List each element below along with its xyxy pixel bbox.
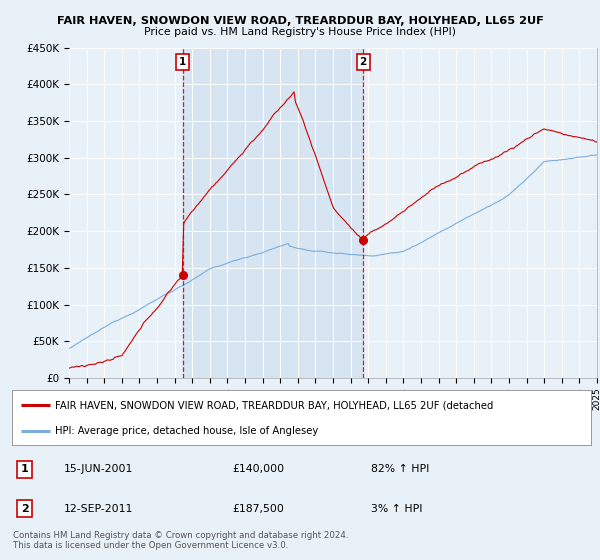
Text: Contains HM Land Registry data © Crown copyright and database right 2024.
This d: Contains HM Land Registry data © Crown c… [13, 531, 349, 550]
Text: 3% ↑ HPI: 3% ↑ HPI [371, 503, 422, 514]
Text: FAIR HAVEN, SNOWDON VIEW ROAD, TREARDDUR BAY, HOLYHEAD, LL65 2UF (detached: FAIR HAVEN, SNOWDON VIEW ROAD, TREARDDUR… [55, 400, 494, 410]
Text: 12-SEP-2011: 12-SEP-2011 [64, 503, 133, 514]
Text: £187,500: £187,500 [232, 503, 284, 514]
Text: 2: 2 [359, 57, 367, 67]
Text: 1: 1 [21, 464, 29, 474]
Text: 82% ↑ HPI: 82% ↑ HPI [371, 464, 430, 474]
Bar [182, 48, 363, 378]
Text: £140,000: £140,000 [232, 464, 284, 474]
Text: Price paid vs. HM Land Registry's House Price Index (HPI): Price paid vs. HM Land Registry's House … [144, 27, 456, 37]
Text: HPI: Average price, detached house, Isle of Anglesey: HPI: Average price, detached house, Isle… [55, 427, 319, 436]
Text: 2: 2 [21, 503, 29, 514]
Text: 1: 1 [179, 57, 187, 67]
Text: 15-JUN-2001: 15-JUN-2001 [64, 464, 133, 474]
Text: FAIR HAVEN, SNOWDON VIEW ROAD, TREARDDUR BAY, HOLYHEAD, LL65 2UF: FAIR HAVEN, SNOWDON VIEW ROAD, TREARDDUR… [56, 16, 544, 26]
